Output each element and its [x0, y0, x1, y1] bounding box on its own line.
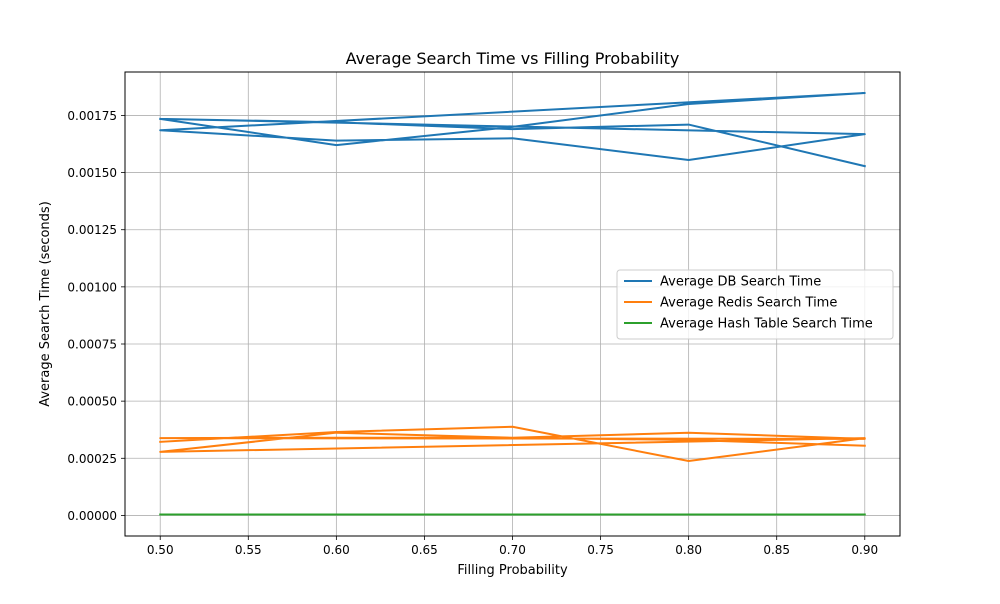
series-line-2 — [159, 425, 866, 463]
y-tick-label: 0.00025 — [67, 452, 117, 466]
x-tick-label: 0.65 — [411, 543, 438, 557]
y-tick-label: 0.00075 — [67, 338, 117, 352]
y-tick-label: 0.00150 — [67, 166, 117, 180]
legend-label: Average Hash Table Search Time — [660, 317, 873, 332]
x-tick-label: 0.85 — [763, 543, 790, 557]
legend-label: Average Redis Search Time — [660, 296, 837, 311]
series-line-1 — [159, 92, 866, 168]
x-tick-label: 0.55 — [235, 543, 262, 557]
x-tick-label: 0.50 — [147, 543, 174, 557]
x-tick-label: 0.70 — [499, 543, 526, 557]
y-tick-label: 0.00100 — [67, 280, 117, 294]
y-tick-label: 0.00000 — [67, 509, 117, 523]
tick-layer: 0.50 0.55 0.60 0.65 0.70 0.75 0.80 0.85 0.90 0.00… — [67, 109, 878, 557]
x-tick-label: 0.80 — [675, 543, 702, 557]
y-tick-label: 0.00125 — [67, 223, 117, 237]
x-axis-label: Filling Probability — [457, 563, 568, 578]
x-tick-label: 0.75 — [587, 543, 614, 557]
y-tick-label: 0.00175 — [67, 109, 117, 123]
y-tick-label: 0.00050 — [67, 395, 117, 409]
legend-box — [616, 269, 894, 340]
chart-title: Average Search Time vs Filling Probabili… — [346, 49, 680, 68]
x-tick-label: 0.90 — [851, 543, 878, 557]
y-axis-label: Average Search Time (seconds) — [38, 201, 53, 407]
series-layer — [159, 92, 866, 516]
legend: Average DB Search Time Average Redis Sear… — [616, 269, 894, 340]
legend-label: Average DB Search Time — [660, 275, 821, 290]
x-tick-label: 0.60 — [323, 543, 350, 557]
